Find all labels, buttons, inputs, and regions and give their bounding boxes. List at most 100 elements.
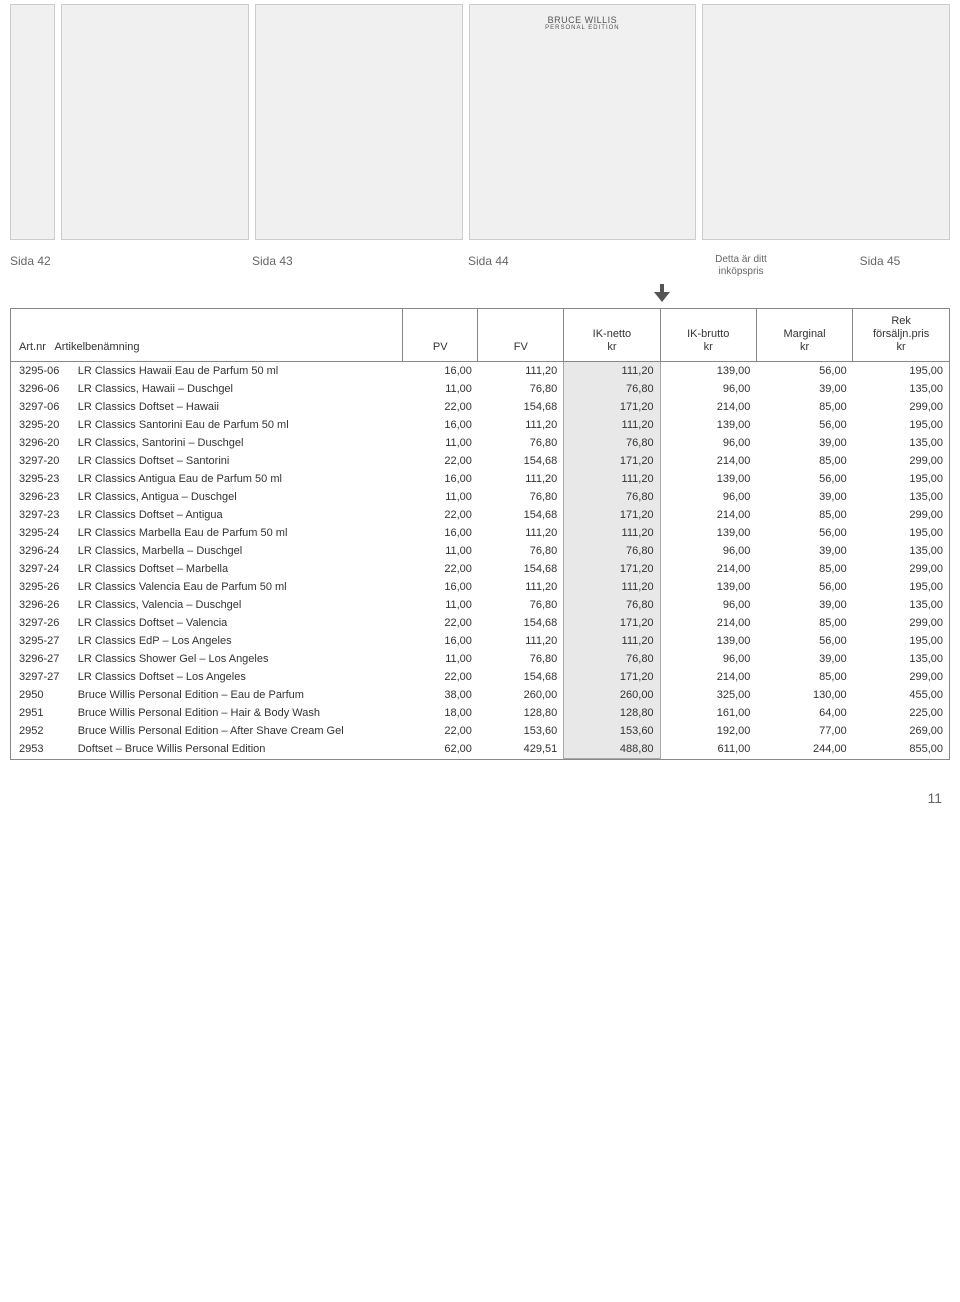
caption-sida42: Sida 42 bbox=[10, 254, 240, 278]
cell-ikbrutto: 139,00 bbox=[660, 578, 756, 596]
arrow-down-icon bbox=[654, 292, 670, 302]
cell-artnr: 3295-20 bbox=[11, 416, 72, 434]
cell-name: Bruce Willis Personal Edition – Eau de P… bbox=[72, 686, 403, 704]
catalog-photo bbox=[702, 4, 950, 240]
table-row: 3297-27LR Classics Doftset – Los Angeles… bbox=[11, 668, 949, 686]
cell-marginal: 56,00 bbox=[756, 632, 852, 650]
table-row: 3296-06LR Classics, Hawaii – Duschgel11,… bbox=[11, 380, 949, 398]
cell-ikbrutto: 192,00 bbox=[660, 722, 756, 740]
cell-rek: 195,00 bbox=[853, 470, 949, 488]
cell-rek: 299,00 bbox=[853, 614, 949, 632]
cell-marginal: 85,00 bbox=[756, 506, 852, 524]
cell-name: Bruce Willis Personal Edition – After Sh… bbox=[72, 722, 403, 740]
cell-artnr: 3295-26 bbox=[11, 578, 72, 596]
cell-artnr: 3295-23 bbox=[11, 470, 72, 488]
caption-sida43: Sida 43 bbox=[252, 254, 440, 278]
cell-artnr: 3296-23 bbox=[11, 488, 72, 506]
table-row: 2951Bruce Willis Personal Edition – Hair… bbox=[11, 704, 949, 722]
cell-iknetto: 171,20 bbox=[564, 668, 660, 686]
cell-iknetto: 111,20 bbox=[564, 524, 660, 542]
cell-name: LR Classics Valencia Eau de Parfum 50 ml bbox=[72, 578, 403, 596]
cell-artnr: 2953 bbox=[11, 740, 72, 759]
cell-name: LR Classics, Marbella – Duschgel bbox=[72, 542, 403, 560]
cell-artnr: 2950 bbox=[11, 686, 72, 704]
caption-row: Sida 42 Sida 43 Sida 44 Detta är ditt in… bbox=[0, 246, 960, 282]
cell-name: LR Classics Doftset – Santorini bbox=[72, 452, 403, 470]
cell-rek: 225,00 bbox=[853, 704, 949, 722]
cell-artnr: 3297-06 bbox=[11, 398, 72, 416]
cell-artnr: 3297-27 bbox=[11, 668, 72, 686]
cell-marginal: 39,00 bbox=[756, 380, 852, 398]
caption-note-line2: inköpspris bbox=[696, 266, 786, 278]
cell-pv: 22,00 bbox=[403, 506, 478, 524]
cell-pv: 16,00 bbox=[403, 361, 478, 380]
cell-ikbrutto: 96,00 bbox=[660, 380, 756, 398]
cell-iknetto: 171,20 bbox=[564, 452, 660, 470]
cell-fv: 76,80 bbox=[478, 650, 564, 668]
cell-rek: 195,00 bbox=[853, 416, 949, 434]
cell-iknetto: 76,80 bbox=[564, 596, 660, 614]
cell-iknetto: 76,80 bbox=[564, 380, 660, 398]
table-body: 3295-06LR Classics Hawaii Eau de Parfum … bbox=[11, 361, 949, 758]
cell-artnr: 3297-24 bbox=[11, 560, 72, 578]
brand-label: BRUCE WILLIS PERSONAL EDITION bbox=[545, 15, 619, 31]
cell-ikbrutto: 139,00 bbox=[660, 470, 756, 488]
brand-name: BRUCE WILLIS bbox=[545, 15, 619, 25]
table-header-row: Art.nr Artikelbenämning PV FV IK-netto k… bbox=[11, 309, 949, 361]
cell-ikbrutto: 161,00 bbox=[660, 704, 756, 722]
cell-ikbrutto: 325,00 bbox=[660, 686, 756, 704]
cell-marginal: 64,00 bbox=[756, 704, 852, 722]
cell-ikbrutto: 96,00 bbox=[660, 542, 756, 560]
cell-rek: 195,00 bbox=[853, 578, 949, 596]
cell-rek: 299,00 bbox=[853, 398, 949, 416]
cell-pv: 16,00 bbox=[403, 578, 478, 596]
cell-ikbrutto: 139,00 bbox=[660, 524, 756, 542]
table-row: 3295-06LR Classics Hawaii Eau de Parfum … bbox=[11, 361, 949, 380]
table-row: 2950Bruce Willis Personal Edition – Eau … bbox=[11, 686, 949, 704]
table-row: 3297-06LR Classics Doftset – Hawaii22,00… bbox=[11, 398, 949, 416]
cell-pv: 22,00 bbox=[403, 398, 478, 416]
cell-iknetto: 171,20 bbox=[564, 506, 660, 524]
cell-fv: 154,68 bbox=[478, 452, 564, 470]
cell-pv: 22,00 bbox=[403, 668, 478, 686]
hdr-pv: PV bbox=[403, 309, 478, 361]
table-row: 3295-23LR Classics Antigua Eau de Parfum… bbox=[11, 470, 949, 488]
table-row: 3295-20LR Classics Santorini Eau de Parf… bbox=[11, 416, 949, 434]
cell-iknetto: 488,80 bbox=[564, 740, 660, 759]
cell-ikbrutto: 214,00 bbox=[660, 614, 756, 632]
cell-rek: 195,00 bbox=[853, 632, 949, 650]
cell-rek: 299,00 bbox=[853, 452, 949, 470]
cell-marginal: 77,00 bbox=[756, 722, 852, 740]
cell-pv: 22,00 bbox=[403, 560, 478, 578]
cell-rek: 135,00 bbox=[853, 650, 949, 668]
cell-marginal: 130,00 bbox=[756, 686, 852, 704]
cell-artnr: 3297-23 bbox=[11, 506, 72, 524]
caption-sida45: Sida 45 bbox=[840, 254, 920, 278]
cell-fv: 128,80 bbox=[478, 704, 564, 722]
cell-fv: 154,68 bbox=[478, 560, 564, 578]
cell-marginal: 39,00 bbox=[756, 542, 852, 560]
cell-artnr: 3296-24 bbox=[11, 542, 72, 560]
cell-pv: 16,00 bbox=[403, 416, 478, 434]
cell-fv: 76,80 bbox=[478, 596, 564, 614]
cell-name: Doftset – Bruce Willis Personal Edition bbox=[72, 740, 403, 759]
cell-name: LR Classics, Hawaii – Duschgel bbox=[72, 380, 403, 398]
cell-name: LR Classics EdP – Los Angeles bbox=[72, 632, 403, 650]
cell-fv: 154,68 bbox=[478, 398, 564, 416]
cell-marginal: 56,00 bbox=[756, 470, 852, 488]
hdr-marginal: Marginal kr bbox=[756, 309, 852, 361]
cell-fv: 153,60 bbox=[478, 722, 564, 740]
cell-ikbrutto: 214,00 bbox=[660, 560, 756, 578]
cell-fv: 111,20 bbox=[478, 524, 564, 542]
cell-ikbrutto: 611,00 bbox=[660, 740, 756, 759]
cell-artnr: 3295-27 bbox=[11, 632, 72, 650]
cell-fv: 260,00 bbox=[478, 686, 564, 704]
cell-pv: 11,00 bbox=[403, 650, 478, 668]
cell-iknetto: 171,20 bbox=[564, 614, 660, 632]
cell-fv: 154,68 bbox=[478, 506, 564, 524]
cell-marginal: 85,00 bbox=[756, 398, 852, 416]
cell-pv: 16,00 bbox=[403, 524, 478, 542]
cell-marginal: 56,00 bbox=[756, 524, 852, 542]
cell-pv: 16,00 bbox=[403, 632, 478, 650]
cell-ikbrutto: 214,00 bbox=[660, 506, 756, 524]
